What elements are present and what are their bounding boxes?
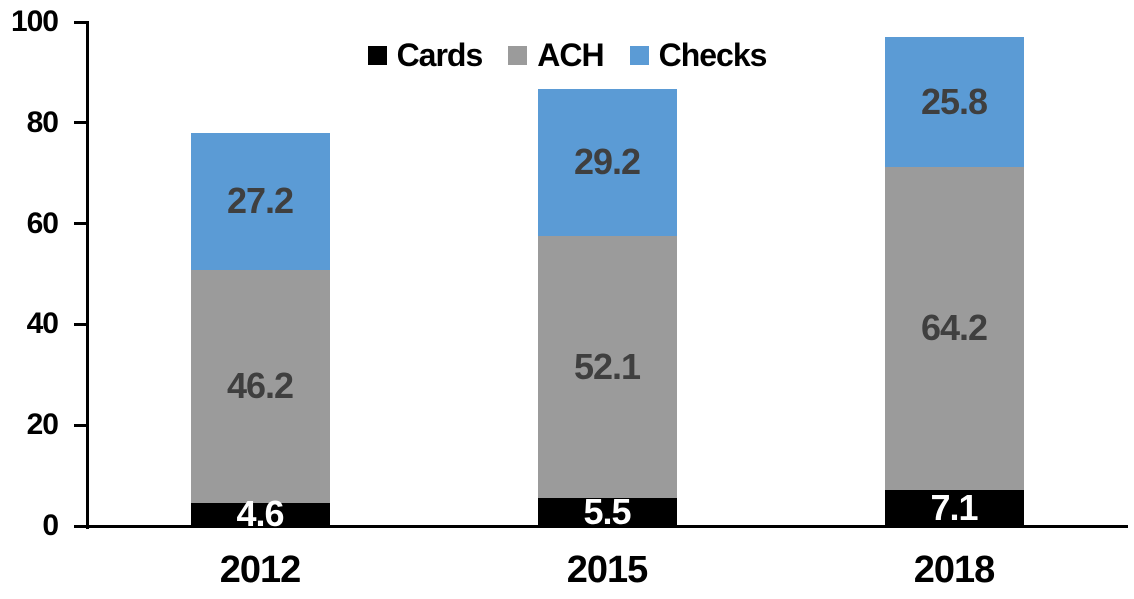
x-axis-label-2018: 2018 <box>913 549 996 591</box>
legend-swatch-ach <box>508 45 528 65</box>
y-tick-label: 60 <box>26 206 59 240</box>
bar-value-label: 7.1 <box>930 487 978 529</box>
bar-value-label: 46.2 <box>226 365 294 407</box>
chart-legend: Cards ACH Checks <box>0 36 1134 74</box>
bar-segment-ach-2018: 64.2 <box>884 166 1024 491</box>
y-tick-mark <box>74 222 86 226</box>
x-axis-label-2015: 2015 <box>566 549 649 591</box>
y-tick-label: 0 <box>42 509 59 542</box>
bar-value-label: 27.2 <box>226 180 294 222</box>
bar-segment-checks-2012: 27.2 <box>190 132 330 270</box>
x-axis-line <box>74 524 1128 528</box>
y-tick-mark <box>74 20 86 24</box>
bar-segment-ach-2015: 52.1 <box>537 235 677 499</box>
x-axis-label-2012: 2012 <box>219 549 302 591</box>
y-tick-label: 100 <box>10 5 59 38</box>
legend-label: ACH <box>537 37 604 73</box>
y-tick-mark <box>74 322 86 326</box>
bar-value-label: 4.6 <box>236 493 284 535</box>
legend-item-ach: ACH <box>508 37 605 73</box>
bar-segment-cards-2015: 5.5 <box>537 494 677 530</box>
bar-segment-cards-2018: 7.1 <box>884 487 1024 529</box>
bar-value-label: 52.1 <box>573 345 641 387</box>
legend-swatch-checks <box>629 45 649 65</box>
y-tick-mark <box>74 423 86 427</box>
y-tick-mark <box>74 121 86 125</box>
bar-value-label: 64.2 <box>920 307 988 349</box>
y-tick-label: 40 <box>26 307 59 341</box>
y-tick-label: 80 <box>26 105 59 139</box>
bar-segment-cards-2012: 4.6 <box>190 496 330 532</box>
bar-value-label: 25.8 <box>920 80 988 122</box>
bar-segment-checks-2018: 25.8 <box>884 36 1024 167</box>
legend-swatch-cards <box>367 45 387 65</box>
legend-item-cards: Cards <box>367 37 484 73</box>
bar-segment-checks-2015: 29.2 <box>537 88 677 236</box>
bar-segment-ach-2012: 46.2 <box>190 269 330 503</box>
bar-value-label: 5.5 <box>583 491 631 533</box>
legend-label: Cards <box>396 37 484 73</box>
bar-value-label: 29.2 <box>573 141 641 183</box>
legend-label: Checks <box>658 37 768 73</box>
y-tick-label: 20 <box>26 408 59 442</box>
legend-item-checks: Checks <box>629 37 768 73</box>
y-axis-line <box>86 20 89 529</box>
